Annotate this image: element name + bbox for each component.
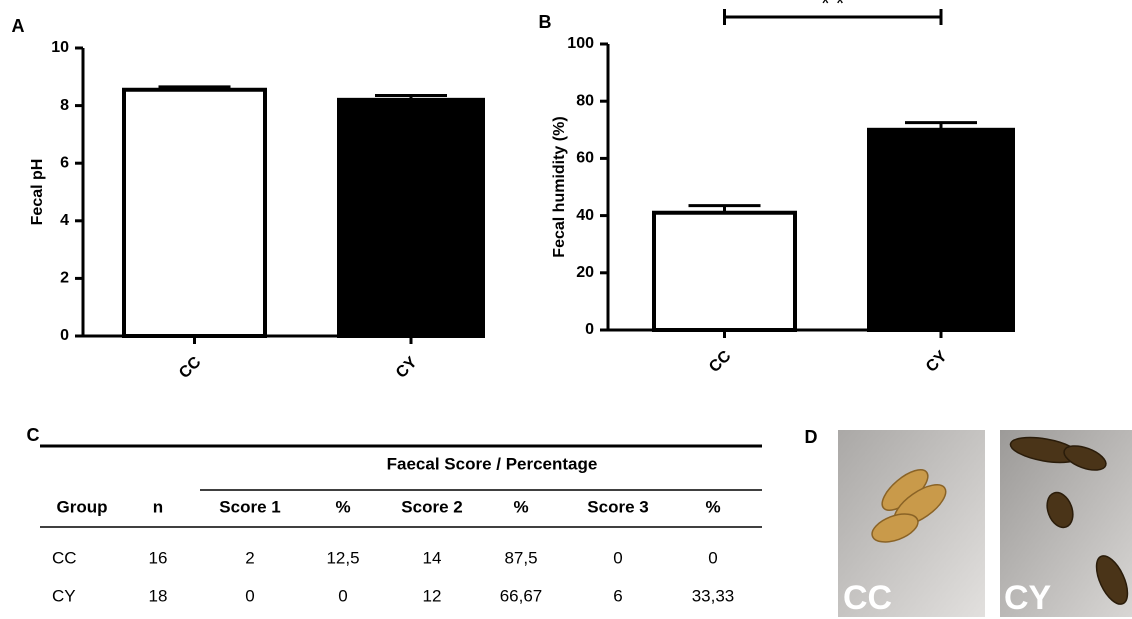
photo-label: CY xyxy=(1004,579,1052,617)
table-header: % xyxy=(513,497,528,516)
x-tick-label: CC xyxy=(706,347,735,376)
table-cell: 66,67 xyxy=(500,586,543,605)
table-cell: 18 xyxy=(149,586,168,605)
y-tick-label: 100 xyxy=(567,35,594,52)
y-tick-label: 20 xyxy=(576,264,594,281)
photo-label: CC xyxy=(843,579,892,617)
pellets-cy xyxy=(1009,436,1129,605)
table-cell: 87,5 xyxy=(504,548,537,567)
y-tick-label: 0 xyxy=(60,327,69,344)
table-cell: 0 xyxy=(245,586,254,605)
table-cell: CY xyxy=(52,586,76,605)
pellets-cc xyxy=(871,469,947,543)
table-header: Score 1 xyxy=(219,497,280,516)
bar xyxy=(122,87,267,339)
y-tick-label: 60 xyxy=(576,150,594,167)
y-tick-label: 0 xyxy=(585,321,594,338)
table-header: % xyxy=(705,497,720,516)
y-tick-label: 4 xyxy=(60,212,69,229)
table-cell: 14 xyxy=(423,548,442,567)
table-cell: 12,5 xyxy=(326,548,359,567)
x-tick-label: CY xyxy=(923,348,951,376)
table-header: Score 3 xyxy=(587,497,648,516)
significance: * * xyxy=(821,0,845,16)
table-cell: 6 xyxy=(613,586,622,605)
y-tick-label: 2 xyxy=(60,270,69,287)
y-tick-label: 6 xyxy=(60,154,69,171)
table-cell: 2 xyxy=(245,548,254,567)
y-axis-label: Fecal pH xyxy=(29,159,46,226)
y-tick-label: 80 xyxy=(576,92,594,109)
panel-label: C xyxy=(27,425,40,445)
panel-label: A xyxy=(12,16,25,36)
table-title: Faecal Score / Percentage xyxy=(387,454,598,473)
table-cell: 12 xyxy=(423,586,442,605)
table-header: Group xyxy=(57,497,108,516)
table-cell: 0 xyxy=(708,548,717,567)
x-tick-label: CY xyxy=(393,354,421,382)
y-tick-label: 40 xyxy=(576,207,594,224)
x-tick-label: CC xyxy=(176,353,205,382)
bar xyxy=(337,97,485,338)
table-cell: 0 xyxy=(338,586,347,605)
table-cell: CC xyxy=(52,548,77,567)
table-cell: 16 xyxy=(149,548,168,567)
panel-label: D xyxy=(805,427,818,447)
y-tick-label: 10 xyxy=(51,39,69,56)
panel-label: B xyxy=(539,12,552,32)
bar xyxy=(652,210,797,333)
table-cell: 33,33 xyxy=(692,586,735,605)
table-header: Score 2 xyxy=(401,497,462,516)
y-tick-label: 8 xyxy=(60,97,69,114)
table-cell: 0 xyxy=(613,548,622,567)
table-header: n xyxy=(153,497,163,516)
bar xyxy=(867,127,1015,332)
y-axis-label: Fecal humidity (%) xyxy=(551,116,568,257)
table-header: % xyxy=(335,497,350,516)
